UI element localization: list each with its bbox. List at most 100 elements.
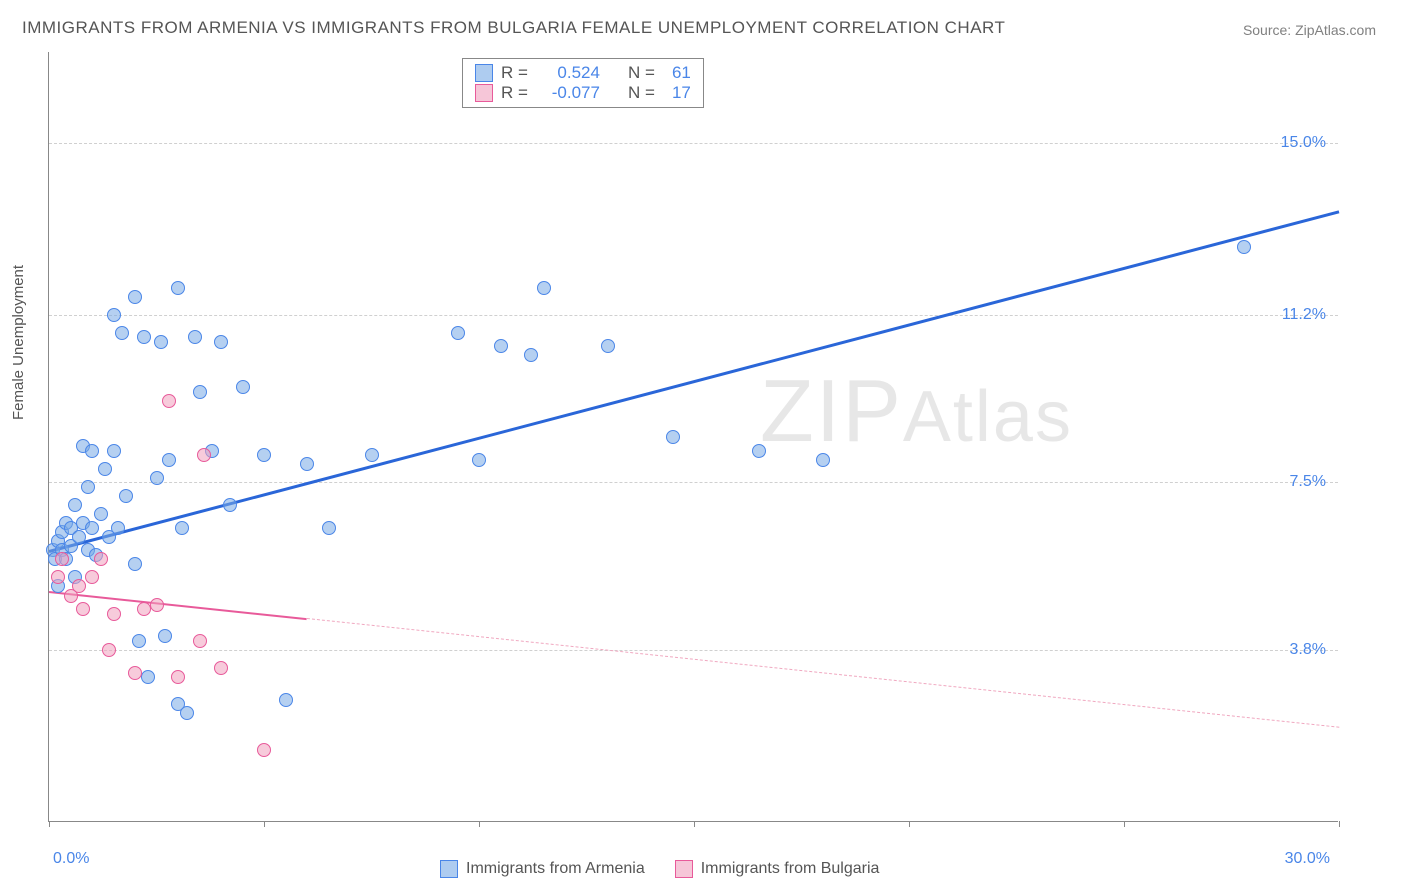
data-point (94, 507, 108, 521)
data-point (85, 444, 99, 458)
data-point (666, 430, 680, 444)
data-point (107, 444, 121, 458)
series-legend: Immigrants from Armenia Immigrants from B… (440, 860, 879, 878)
data-point (171, 670, 185, 684)
data-point (257, 448, 271, 462)
data-point (300, 457, 314, 471)
data-point (537, 281, 551, 295)
r-value: 0.524 (536, 63, 600, 83)
data-point (158, 629, 172, 643)
x-tick (49, 821, 50, 827)
y-tick-label: 3.8% (1290, 641, 1326, 659)
data-point (494, 339, 508, 353)
data-point (601, 339, 615, 353)
data-point (150, 598, 164, 612)
data-point (162, 394, 176, 408)
correlation-legend: R = 0.524 N = 61 R = -0.077 N = 17 (462, 58, 704, 108)
data-point (524, 348, 538, 362)
x-tick (694, 821, 695, 827)
n-value: 61 (663, 63, 691, 83)
data-point (322, 521, 336, 535)
data-point (214, 335, 228, 349)
chart-title: IMMIGRANTS FROM ARMENIA VS IMMIGRANTS FR… (22, 18, 1005, 38)
x-tick (1124, 821, 1125, 827)
data-point (180, 706, 194, 720)
data-point (279, 693, 293, 707)
data-point (197, 448, 211, 462)
data-point (98, 462, 112, 476)
n-label: N = (628, 83, 655, 103)
legend-label: Immigrants from Bulgaria (701, 860, 880, 878)
data-point (154, 335, 168, 349)
r-value: -0.077 (536, 83, 600, 103)
legend-label: Immigrants from Armenia (466, 860, 645, 878)
data-point (68, 498, 82, 512)
scatter-chart: 3.8%7.5%11.2%15.0%0.0%30.0% (48, 52, 1338, 822)
data-point (236, 380, 250, 394)
legend-swatch (475, 64, 493, 82)
data-point (150, 471, 164, 485)
gridline (49, 650, 1338, 651)
legend-row: R = -0.077 N = 17 (475, 83, 691, 103)
data-point (81, 480, 95, 494)
data-point (193, 634, 207, 648)
trend-line-bulgaria-extrapolated (307, 618, 1339, 728)
data-point (193, 385, 207, 399)
legend-item: Immigrants from Armenia (440, 860, 645, 878)
x-tick (1339, 821, 1340, 827)
x-tick-label: 30.0% (1285, 850, 1330, 868)
data-point (214, 661, 228, 675)
data-point (162, 453, 176, 467)
data-point (128, 290, 142, 304)
y-axis-label: Female Unemployment (10, 265, 27, 420)
data-point (72, 579, 86, 593)
data-point (107, 308, 121, 322)
x-tick-label: 0.0% (53, 850, 89, 868)
data-point (115, 326, 129, 340)
n-label: N = (628, 63, 655, 83)
data-point (141, 670, 155, 684)
x-tick (264, 821, 265, 827)
x-tick (479, 821, 480, 827)
gridline (49, 482, 1338, 483)
data-point (816, 453, 830, 467)
data-point (175, 521, 189, 535)
data-point (85, 570, 99, 584)
data-point (128, 666, 142, 680)
data-point (132, 634, 146, 648)
y-tick-label: 11.2% (1282, 306, 1326, 324)
data-point (51, 570, 65, 584)
y-tick-label: 15.0% (1281, 134, 1326, 152)
legend-swatch (675, 860, 693, 878)
data-point (128, 557, 142, 571)
data-point (1237, 240, 1251, 254)
data-point (85, 521, 99, 535)
data-point (188, 330, 202, 344)
data-point (223, 498, 237, 512)
source-attribution: Source: ZipAtlas.com (1243, 22, 1376, 38)
data-point (111, 521, 125, 535)
data-point (257, 743, 271, 757)
data-point (137, 330, 151, 344)
y-tick-label: 7.5% (1290, 473, 1326, 491)
data-point (451, 326, 465, 340)
data-point (72, 530, 86, 544)
legend-item: Immigrants from Bulgaria (675, 860, 880, 878)
data-point (102, 643, 116, 657)
gridline (49, 143, 1338, 144)
legend-swatch (440, 860, 458, 878)
data-point (119, 489, 133, 503)
data-point (107, 607, 121, 621)
data-point (752, 444, 766, 458)
data-point (94, 552, 108, 566)
gridline (49, 315, 1338, 316)
data-point (171, 281, 185, 295)
r-label: R = (501, 83, 528, 103)
data-point (472, 453, 486, 467)
legend-swatch (475, 84, 493, 102)
data-point (55, 552, 69, 566)
data-point (365, 448, 379, 462)
n-value: 17 (663, 83, 691, 103)
r-label: R = (501, 63, 528, 83)
x-tick (909, 821, 910, 827)
